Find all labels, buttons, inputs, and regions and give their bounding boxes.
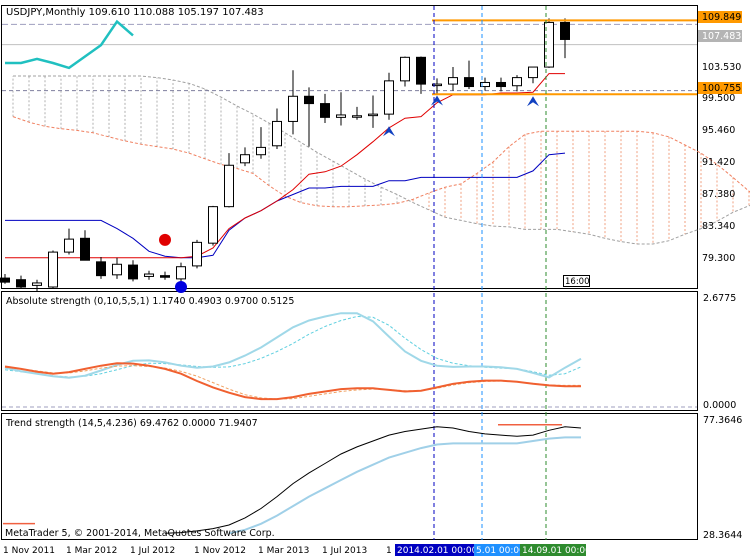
signal-dot-red <box>159 233 171 246</box>
buy-arrow <box>383 126 395 137</box>
candle-body <box>320 103 330 118</box>
candle-body <box>304 95 314 105</box>
candle-body <box>544 21 554 68</box>
price-label: 99.500 <box>702 93 735 104</box>
sub1-scale-top: 2.6775 <box>703 293 736 304</box>
trend-strength-line <box>164 426 582 534</box>
sub1-window <box>1 291 698 411</box>
time-label: 1 Mar 2012 <box>66 546 117 556</box>
candle-body <box>48 251 58 288</box>
candle-body <box>224 164 234 208</box>
candle-body <box>272 120 282 147</box>
last-price-tag-box <box>698 30 742 42</box>
price-axis: 103.530 99.500 95.460 91.420 87.380 83.3… <box>702 62 741 264</box>
candle-body <box>464 77 474 88</box>
current-price-tag-box <box>698 11 742 23</box>
candle-body <box>240 154 250 164</box>
candle-body <box>256 146 266 156</box>
time-label: 1 Nov 2011 <box>3 546 55 556</box>
current-price-tag: 109.849 <box>702 12 741 23</box>
candle-body <box>432 83 442 87</box>
time-tag-1: 2014.02.01 00:00 <box>397 546 478 556</box>
candle-body <box>560 21 570 40</box>
time-tag-2: 5.01 00:00 <box>476 546 525 556</box>
time-box-label: 16:00 <box>565 277 590 287</box>
trend-signal-line <box>228 436 581 535</box>
sub2-scale-top: 77.3646 <box>703 415 742 426</box>
main-window <box>1 5 698 289</box>
time-tag-box-1 <box>395 544 474 556</box>
candle-body <box>336 114 346 118</box>
time-label: 1 <box>386 546 392 556</box>
time-label: 1 Jul 2013 <box>322 546 367 556</box>
candle-body <box>0 277 10 283</box>
sub1-title: Absolute strength (0,10,5,5,1) 1.1740 0.… <box>6 296 294 307</box>
symbol-line: USDJPY,Monthly 109.610 110.088 105.197 1… <box>6 7 264 18</box>
level-tag-box <box>698 82 742 94</box>
kijun-line <box>5 152 566 259</box>
candle-body <box>160 275 170 278</box>
candle-body <box>192 241 202 267</box>
level-tag: 100.755 <box>702 83 741 94</box>
candle-body <box>112 263 122 276</box>
candle-body <box>352 115 362 118</box>
buy-arrow <box>431 95 443 106</box>
price-label: 79.300 <box>702 253 735 264</box>
last-price-tag: 107.483 <box>702 31 741 42</box>
price-label: 103.530 <box>702 62 741 73</box>
trend-strength-plot <box>3 423 582 535</box>
abs-bull-line <box>4 312 582 379</box>
price-label: 95.460 <box>702 125 735 136</box>
candle-body <box>480 81 490 88</box>
candle-body <box>400 56 410 82</box>
candle-body <box>384 80 394 115</box>
candle-body <box>368 113 378 117</box>
candle-body <box>448 77 458 85</box>
price-label: 83.340 <box>702 221 735 232</box>
time-tag-3: 14.09.01 00:00 <box>522 546 591 556</box>
senkou-span-b <box>13 75 750 245</box>
chikou-line <box>5 19 134 70</box>
copyright: MetaTrader 5, © 2001-2014, MetaQuotes So… <box>5 528 275 539</box>
time-box <box>563 275 590 287</box>
candle-body <box>80 237 90 261</box>
time-tag-box-3 <box>520 544 586 556</box>
sub2-title: Trend strength (14,5,4.236) 69.4762 0.00… <box>5 418 258 429</box>
signal-dot-blue <box>175 281 187 293</box>
senkou-span-a <box>12 116 750 208</box>
time-axis: 1 Nov 2011 1 Mar 2012 1 Jul 2012 1 Nov 2… <box>3 546 392 556</box>
abs-bear-line <box>4 362 581 401</box>
candle-body <box>128 264 138 280</box>
candle-body <box>208 206 218 244</box>
price-label: 87.380 <box>702 189 735 200</box>
candle-body <box>288 95 298 122</box>
time-label: 1 Nov 2012 <box>194 546 246 556</box>
price-label: 91.420 <box>702 157 735 168</box>
time-tag-box-2 <box>474 544 520 556</box>
candle-body <box>96 261 106 277</box>
candle-body <box>528 66 538 79</box>
candle-body <box>416 56 426 85</box>
candle-body <box>512 77 522 87</box>
candlesticks <box>0 18 570 292</box>
sub1-scale-bottom: 0.0000 <box>703 400 736 411</box>
buy-arrow <box>527 96 539 107</box>
candle-body <box>144 273 154 277</box>
time-label: 1 Mar 2013 <box>258 546 309 556</box>
chart-overlays <box>159 6 697 540</box>
absolute-strength-plot <box>2 312 697 408</box>
candle-body <box>16 279 26 288</box>
candle-body <box>64 238 74 253</box>
candle-body <box>32 282 42 286</box>
time-label: 1 Jul 2012 <box>130 546 175 556</box>
sub2-scale-bottom: 28.3644 <box>703 530 742 541</box>
candle-body <box>176 266 186 280</box>
candle-body <box>496 81 506 88</box>
